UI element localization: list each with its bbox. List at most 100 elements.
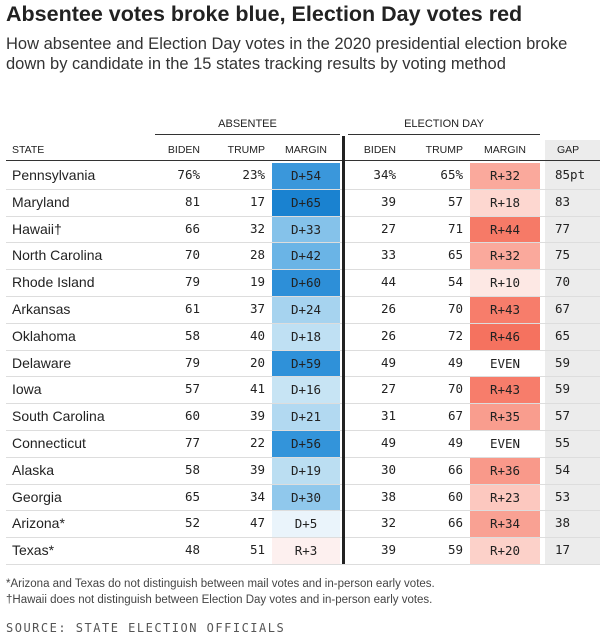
- margin-cell: R+34: [470, 511, 540, 538]
- row-rule: [6, 215, 600, 217]
- margin-cell: R+35: [470, 404, 540, 430]
- vote-share: 39: [249, 461, 265, 477]
- vote-share: 27: [380, 220, 396, 236]
- vote-share: 27: [380, 381, 396, 397]
- gap-value: 77: [555, 220, 571, 236]
- column-header: STATE: [12, 144, 45, 156]
- vote-share: 57: [447, 193, 463, 209]
- column-header: TRUMP: [425, 144, 463, 156]
- group-header: ELECTION DAY: [404, 118, 484, 130]
- vote-share: 65: [447, 247, 463, 263]
- state-name: Hawaii†: [12, 220, 62, 237]
- vote-share: 22: [249, 435, 265, 450]
- vote-share: 59: [447, 542, 463, 558]
- margin-cell: EVEN: [470, 431, 540, 457]
- group-header: ABSENTEE: [218, 118, 277, 130]
- vote-share: 72: [447, 327, 463, 343]
- gap-value: 55: [555, 435, 571, 450]
- column-header: MARGIN: [484, 144, 526, 156]
- gap-value: 53: [555, 488, 571, 504]
- column-header: BIDEN: [167, 144, 200, 156]
- column-header: TRUMP: [227, 144, 265, 156]
- vote-share: 48: [184, 542, 200, 558]
- row-rule: [6, 322, 600, 324]
- vote-share: 32: [249, 220, 265, 236]
- margin-cell: R+32: [470, 163, 540, 189]
- vote-share: 38: [380, 488, 396, 504]
- state-name: Delaware: [12, 354, 72, 371]
- vote-share: 17: [249, 193, 265, 209]
- margin-cell: D+65: [272, 189, 340, 216]
- vote-share: 52: [184, 515, 200, 531]
- row-rule: [6, 483, 600, 485]
- vote-share: 65: [184, 488, 200, 504]
- state-name: Pennsylvania: [12, 167, 96, 183]
- header-rule: [6, 160, 600, 161]
- subtitle: How absentee and Election Day votes in t…: [6, 35, 568, 73]
- gap-value: 17: [555, 542, 571, 558]
- footnote: *Arizona and Texas do not distinguish be…: [6, 578, 435, 590]
- gap-value: 83: [555, 193, 571, 209]
- vote-share: 54: [447, 274, 463, 290]
- column-header: GAP: [557, 144, 580, 156]
- gap-value: 70: [555, 274, 571, 290]
- margin-cell: R+44: [470, 216, 540, 243]
- vote-share: 28: [249, 247, 265, 263]
- vote-share: 77: [184, 435, 200, 450]
- divider: [342, 136, 345, 564]
- state-name: Arizona*: [12, 515, 65, 532]
- margin-cell: R+20: [470, 538, 540, 564]
- margin-cell: R+10: [470, 270, 540, 296]
- title: Absentee votes broke blue, Election Day …: [6, 2, 523, 26]
- gap-value: 59: [555, 354, 571, 370]
- vote-share: 39: [380, 542, 396, 558]
- vote-share: 81: [184, 193, 200, 209]
- margin-cell: EVEN: [470, 350, 540, 377]
- row-rule: [6, 430, 600, 431]
- margin-cell: R+32: [470, 243, 540, 270]
- row-rule: [6, 403, 600, 405]
- margin-cell: D+59: [272, 350, 340, 377]
- vote-share: 30: [380, 461, 396, 477]
- state-name: South Carolina: [12, 408, 105, 425]
- gap-value: 54: [555, 461, 571, 477]
- vote-share: 37: [249, 301, 265, 316]
- vote-share: 66: [184, 220, 200, 236]
- margin-cell: R+3: [272, 538, 340, 564]
- margin-cell: D+5: [272, 511, 340, 538]
- row-rule: [6, 510, 600, 512]
- vote-share: 71: [447, 220, 463, 236]
- margin-cell: D+24: [272, 297, 340, 323]
- vote-share: 70: [447, 381, 463, 397]
- gap-value: 57: [555, 408, 571, 424]
- vote-share: 79: [184, 354, 200, 370]
- column-header: MARGIN: [285, 144, 327, 156]
- state-name: North Carolina: [12, 247, 103, 264]
- row-rule: [6, 564, 600, 565]
- vote-share: 44: [380, 274, 396, 290]
- state-name: Maryland: [12, 193, 70, 210]
- vote-share: 32: [380, 515, 396, 531]
- vote-share: 70: [447, 301, 463, 316]
- vote-share: 51: [249, 542, 265, 558]
- vote-share: 41: [249, 381, 265, 397]
- vote-share: 79: [184, 274, 200, 290]
- gap-value: 67: [555, 301, 571, 316]
- group-rule: [348, 134, 540, 135]
- vote-share: 31: [380, 408, 396, 424]
- vote-share: 39: [380, 193, 396, 209]
- margin-cell: D+60: [272, 270, 340, 296]
- state-name: Arkansas: [12, 301, 71, 317]
- vote-share: 34: [249, 488, 265, 504]
- vote-share: 34%: [373, 167, 396, 182]
- row-rule: [6, 376, 600, 378]
- vote-share: 49: [380, 354, 396, 370]
- vote-share: 49: [447, 435, 463, 450]
- vote-share: 39: [249, 408, 265, 424]
- row-rule: [6, 537, 600, 539]
- row-rule: [6, 242, 600, 244]
- margin-cell: D+19: [272, 457, 340, 484]
- vote-share: 19: [249, 274, 265, 290]
- state-name: Rhode Island: [12, 274, 95, 291]
- group-rule: [155, 134, 340, 135]
